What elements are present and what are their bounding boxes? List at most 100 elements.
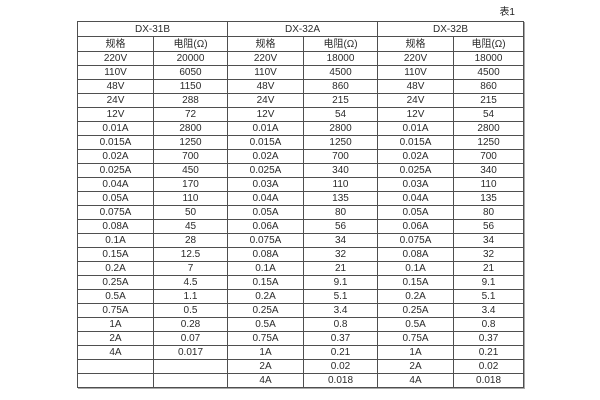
resistance-cell: 0.21 xyxy=(453,345,525,360)
spec-cell: 2A xyxy=(77,331,154,346)
resistance-cell: 170 xyxy=(152,177,229,192)
spec-cell: 0.15A xyxy=(377,275,455,290)
resistance-cell: 54 xyxy=(453,107,525,122)
spec-cell: 12V xyxy=(77,107,154,122)
resistance-cell: 700 xyxy=(152,149,229,164)
resistance-cell: 9.1 xyxy=(453,275,525,290)
resistance-cell: 56 xyxy=(303,219,379,234)
group-header: DX-31B xyxy=(76,21,229,37)
spec-cell: 0.025A xyxy=(227,163,305,178)
spec-cell: 0.075A xyxy=(377,233,455,248)
spec-cell: 0.015A xyxy=(77,135,154,150)
spec-cell: 0.06A xyxy=(227,219,305,234)
column-header: 规格 xyxy=(77,36,154,52)
resistance-cell: 4500 xyxy=(453,65,525,80)
resistance-cell: 0.018 xyxy=(453,373,525,388)
resistance-cell: 9.1 xyxy=(303,275,379,290)
table-row: 12V 72 12V 54 12V 54 xyxy=(77,107,525,122)
resistance-cell: 7 xyxy=(152,261,229,276)
spec-cell: 0.15A xyxy=(227,275,305,290)
table-row: 0.08A 45 0.06A 56 0.06A 56 xyxy=(77,219,525,234)
table-row: 2A 0.07 0.75A 0.37 0.75A 0.37 xyxy=(77,331,525,346)
resistance-cell: 700 xyxy=(453,149,525,164)
spec-cell: 48V xyxy=(377,79,455,94)
column-header: 电阻(Ω) xyxy=(303,36,379,52)
table-row: 0.2A 7 0.1A 21 0.1A 21 xyxy=(77,261,525,276)
resistance-cell: 0.8 xyxy=(303,317,379,332)
spec-cell: 4A xyxy=(227,373,305,388)
table-row: 0.15A 12.5 0.08A 32 0.08A 32 xyxy=(77,247,525,262)
spec-cell: 0.25A xyxy=(77,275,154,290)
resistance-cell: 80 xyxy=(453,205,525,220)
resistance-cell: 0.02 xyxy=(453,359,525,374)
resistance-cell: 0.02 xyxy=(303,359,379,374)
spec-cell: 0.04A xyxy=(77,177,154,192)
spec-cell: 4A xyxy=(77,345,154,360)
spec-cell: 0.075A xyxy=(77,205,154,220)
table-row: 0.025A 450 0.025A 340 0.025A 340 xyxy=(77,163,525,178)
spec-cell: 24V xyxy=(377,93,455,108)
spec-cell: 24V xyxy=(227,93,305,108)
resistance-cell: 5.1 xyxy=(453,289,525,304)
spec-cell: 0.5A xyxy=(77,289,154,304)
spec-cell: 0.08A xyxy=(377,247,455,262)
resistance-cell: 700 xyxy=(303,149,379,164)
spec-cell: 4A xyxy=(377,373,455,388)
table-row: 0.75A 0.5 0.25A 3.4 0.25A 3.4 xyxy=(77,303,525,318)
resistance-cell: 0.5 xyxy=(152,303,229,318)
table-row: 48V 1150 48V 860 48V 860 xyxy=(77,79,525,94)
resistance-cell: 0.37 xyxy=(453,331,525,346)
resistance-cell: 860 xyxy=(303,79,379,94)
spec-cell: 110V xyxy=(377,65,455,80)
spec-cell xyxy=(77,373,154,388)
resistance-cell: 110 xyxy=(152,191,229,206)
table-row: 4A 0.017 1A 0.21 1A 0.21 xyxy=(77,345,525,360)
resistance-cell: 21 xyxy=(303,261,379,276)
resistance-cell: 110 xyxy=(453,177,525,192)
resistance-cell: 2800 xyxy=(303,121,379,136)
table-caption: 表1 xyxy=(499,7,515,18)
resistance-cell: 45 xyxy=(152,219,229,234)
resistance-cell: 54 xyxy=(303,107,379,122)
table-row: 220V 20000 220V 18000 220V 18000 xyxy=(77,51,525,66)
resistance-cell: 215 xyxy=(453,93,525,108)
spec-cell: 0.015A xyxy=(227,135,305,150)
table-row: 0.05A 110 0.04A 135 0.04A 135 xyxy=(77,191,525,206)
spec-cell: 12V xyxy=(377,107,455,122)
spec-cell: 0.02A xyxy=(227,149,305,164)
resistance-cell: 32 xyxy=(453,247,525,262)
spec-cell: 0.2A xyxy=(227,289,305,304)
spec-cell: 0.25A xyxy=(227,303,305,318)
spec-cell: 48V xyxy=(77,79,154,94)
spec-cell: 0.04A xyxy=(227,191,305,206)
spec-cell: 0.01A xyxy=(227,121,305,136)
resistance-cell: 50 xyxy=(152,205,229,220)
table-row: 0.5A 1.1 0.2A 5.1 0.2A 5.1 xyxy=(77,289,525,304)
resistance-cell: 2800 xyxy=(453,121,525,136)
resistance-cell: 0.8 xyxy=(453,317,525,332)
resistance-cell: 450 xyxy=(152,163,229,178)
table-row: 0.01A 2800 0.01A 2800 0.01A 2800 xyxy=(77,121,525,136)
spec-cell: 2A xyxy=(227,359,305,374)
resistance-cell: 28 xyxy=(152,233,229,248)
table-row: 4A 0.018 4A 0.018 xyxy=(77,373,525,388)
table-row: 0.02A 700 0.02A 700 0.02A 700 xyxy=(77,149,525,164)
spec-cell: 12V xyxy=(227,107,305,122)
spec-cell: 0.1A xyxy=(377,261,455,276)
resistance-cell: 288 xyxy=(152,93,229,108)
resistance-cell: 18000 xyxy=(303,51,379,66)
spec-cell: 0.1A xyxy=(227,261,305,276)
spec-cell: 0.06A xyxy=(377,219,455,234)
spec-cell xyxy=(77,359,154,374)
table-row: 110V 6050 110V 4500 110V 4500 xyxy=(77,65,525,80)
table-row: 0.25A 4.5 0.15A 9.1 0.15A 9.1 xyxy=(77,275,525,290)
spec-cell: 220V xyxy=(77,51,154,66)
resistance-cell: 18000 xyxy=(453,51,525,66)
resistance-cell: 4500 xyxy=(303,65,379,80)
resistance-cell xyxy=(152,373,229,388)
resistance-cell: 0.017 xyxy=(152,345,229,360)
resistance-cell: 1.1 xyxy=(152,289,229,304)
spec-cell: 1A xyxy=(77,317,154,332)
resistance-cell: 340 xyxy=(303,163,379,178)
resistance-cell: 2800 xyxy=(152,121,229,136)
